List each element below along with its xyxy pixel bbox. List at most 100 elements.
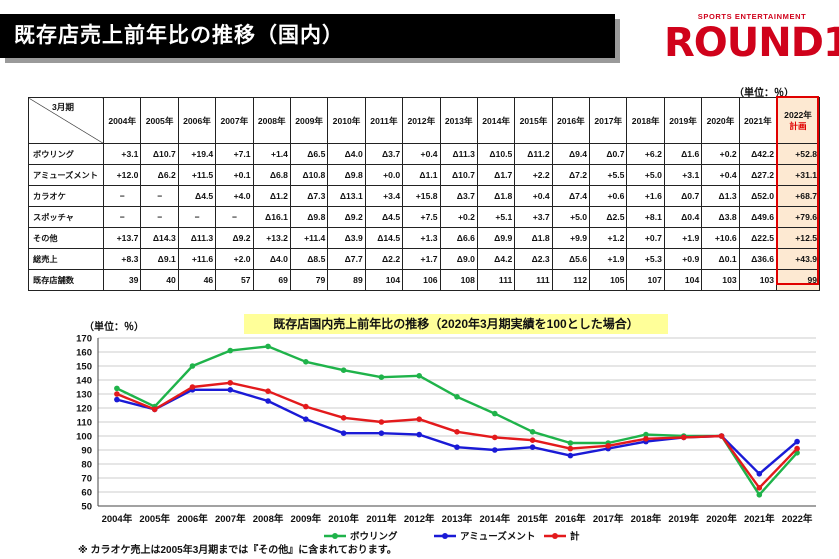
x-tick-label: 2014年 bbox=[479, 513, 510, 525]
legend-marker bbox=[552, 533, 558, 539]
logo-tagline: SPORTS ENTERTAINMENT bbox=[697, 12, 807, 21]
table-plan-cell: +12.5 bbox=[776, 227, 821, 249]
plan-year-label: 2022年 bbox=[784, 109, 812, 120]
data-point bbox=[491, 434, 498, 441]
x-tick-label: 2004年 bbox=[102, 513, 133, 525]
chart-unit-label: （単位：％） bbox=[84, 322, 144, 333]
table-cell: Δ4.0 bbox=[327, 143, 366, 165]
table-row: ボウリング +3.1 Δ10.7 +19.4 +7.1 +1.4 Δ6.5 Δ4.0 Δ3.7 +… bbox=[28, 143, 821, 165]
x-tick-label: 2006年 bbox=[177, 513, 208, 525]
x-tick-label: 2013年 bbox=[442, 513, 473, 525]
table-row: 総売上 +8.3 Δ9.1 +11.6 +2.0 Δ4.0 Δ8.5 Δ7.7 Δ2.2 +1.7… bbox=[28, 248, 821, 270]
data-point bbox=[491, 447, 498, 453]
x-tick-label: 2007年 bbox=[215, 513, 246, 525]
table-year-header: 2012年 bbox=[402, 97, 441, 144]
table-year-header: 2013年 bbox=[439, 97, 478, 144]
table-year-header: 2009年 bbox=[289, 97, 329, 144]
data-point bbox=[567, 440, 574, 446]
y-tick-label: 90 bbox=[81, 446, 92, 457]
table-cell: 79 bbox=[289, 269, 329, 291]
legend-label: アミューズメント bbox=[460, 531, 535, 543]
data-point bbox=[643, 431, 649, 438]
y-tick-label: 60 bbox=[81, 488, 92, 499]
data-point bbox=[454, 394, 460, 400]
table-cell: 40 bbox=[140, 269, 179, 291]
table-year-header: 2008年 bbox=[252, 97, 291, 144]
data-point bbox=[756, 492, 763, 498]
y-tick-label: 50 bbox=[81, 502, 92, 513]
table-cell: 104 bbox=[364, 269, 404, 291]
data-point bbox=[416, 373, 423, 379]
y-tick-label: 160 bbox=[76, 348, 92, 359]
data-point bbox=[227, 347, 234, 354]
data-point bbox=[303, 416, 309, 423]
y-tick-label: 100 bbox=[76, 432, 92, 443]
table-plan-header: 2022年 計画 bbox=[776, 97, 821, 144]
x-tick-label: 2012年 bbox=[404, 513, 435, 525]
table-cell: Δ2.2 bbox=[364, 248, 404, 270]
data-point bbox=[303, 359, 309, 365]
x-tick-label: 2020年 bbox=[706, 513, 737, 525]
table-cell: 69 bbox=[252, 269, 291, 291]
data-point bbox=[794, 438, 800, 445]
x-tick-label: 2005年 bbox=[139, 513, 170, 525]
table-year-header: 2017年 bbox=[589, 97, 628, 144]
data-point bbox=[567, 445, 574, 452]
x-tick-label: 2021年 bbox=[744, 513, 775, 525]
chart-title: 既存店国内売上前年比の推移（2020年3月期実績を100とした場合） bbox=[244, 314, 668, 334]
data-point bbox=[378, 374, 385, 381]
data-point bbox=[265, 398, 271, 404]
footnote: ※ カラオケ売上は2005年3月期までは『その他』に含まれております。 bbox=[78, 545, 397, 556]
series-line bbox=[116, 345, 798, 496]
data-point bbox=[718, 433, 725, 439]
data-point bbox=[378, 419, 385, 425]
data-point bbox=[643, 436, 649, 442]
table-cell: Δ7.3 bbox=[289, 185, 329, 207]
data-point bbox=[303, 403, 309, 410]
data-point bbox=[114, 391, 120, 397]
data-point bbox=[189, 384, 196, 390]
yoy-sales-table: 3月期 2004年 2005年 2006年 2007年 2008年 2009年 2010年 20… bbox=[28, 97, 821, 291]
data-point bbox=[567, 452, 574, 459]
y-tick-label: 170 bbox=[76, 334, 92, 345]
table-row: スポッチャ − − − − Δ16.1 Δ9.8 Δ9.2 Δ4.5 +7.5 +0.2 +5.1 +3… bbox=[28, 206, 821, 228]
y-tick-label: 80 bbox=[81, 460, 92, 471]
data-point bbox=[756, 485, 763, 491]
data-point bbox=[491, 410, 498, 417]
x-tick-label: 2011年 bbox=[366, 513, 397, 525]
data-point bbox=[605, 443, 611, 449]
data-point bbox=[114, 396, 120, 403]
y-tick-label: 130 bbox=[76, 390, 92, 401]
table-row: 既存店舗数 39 40 46 57 69 79 89 104 106 108 111 111 112 105… bbox=[28, 269, 821, 291]
y-tick-label: 110 bbox=[77, 418, 92, 429]
y-tick-label: 140 bbox=[76, 376, 92, 387]
round1-logo: SPORTS ENTERTAINMENT ROUND1 bbox=[664, 10, 839, 68]
x-tick-label: 2015年 bbox=[517, 513, 548, 525]
table-year-header: 2018年 bbox=[626, 97, 665, 144]
data-point bbox=[227, 387, 234, 393]
data-point bbox=[151, 406, 158, 413]
x-tick-label: 2016年 bbox=[555, 513, 586, 525]
table-corner-cell: 3月期 bbox=[28, 97, 104, 144]
legend-marker bbox=[442, 533, 448, 539]
data-point bbox=[529, 429, 536, 435]
x-tick-label: 2018年 bbox=[631, 513, 662, 525]
x-tick-label: 2017年 bbox=[593, 513, 624, 525]
x-tick-label: 2008年 bbox=[253, 513, 284, 525]
table-header-row: 3月期 2004年 2005年 2006年 2007年 2008年 2009年 2010年 20… bbox=[28, 97, 821, 144]
table-cell: 107 bbox=[626, 269, 665, 291]
data-point bbox=[340, 430, 347, 437]
y-tick-label: 120 bbox=[76, 404, 92, 415]
data-point bbox=[529, 437, 536, 444]
table-cell: 108 bbox=[439, 269, 478, 291]
data-point bbox=[794, 445, 800, 452]
legend-label: ボウリング bbox=[350, 531, 398, 543]
data-point bbox=[340, 415, 347, 421]
table-plan-cell: +79.6 bbox=[776, 206, 821, 228]
data-point bbox=[189, 363, 196, 369]
table-unit-label: （単位：％） bbox=[734, 88, 794, 99]
data-point bbox=[340, 367, 347, 374]
table-cell: Δ13.1 bbox=[327, 185, 366, 207]
y-tick-label: 70 bbox=[81, 474, 92, 485]
